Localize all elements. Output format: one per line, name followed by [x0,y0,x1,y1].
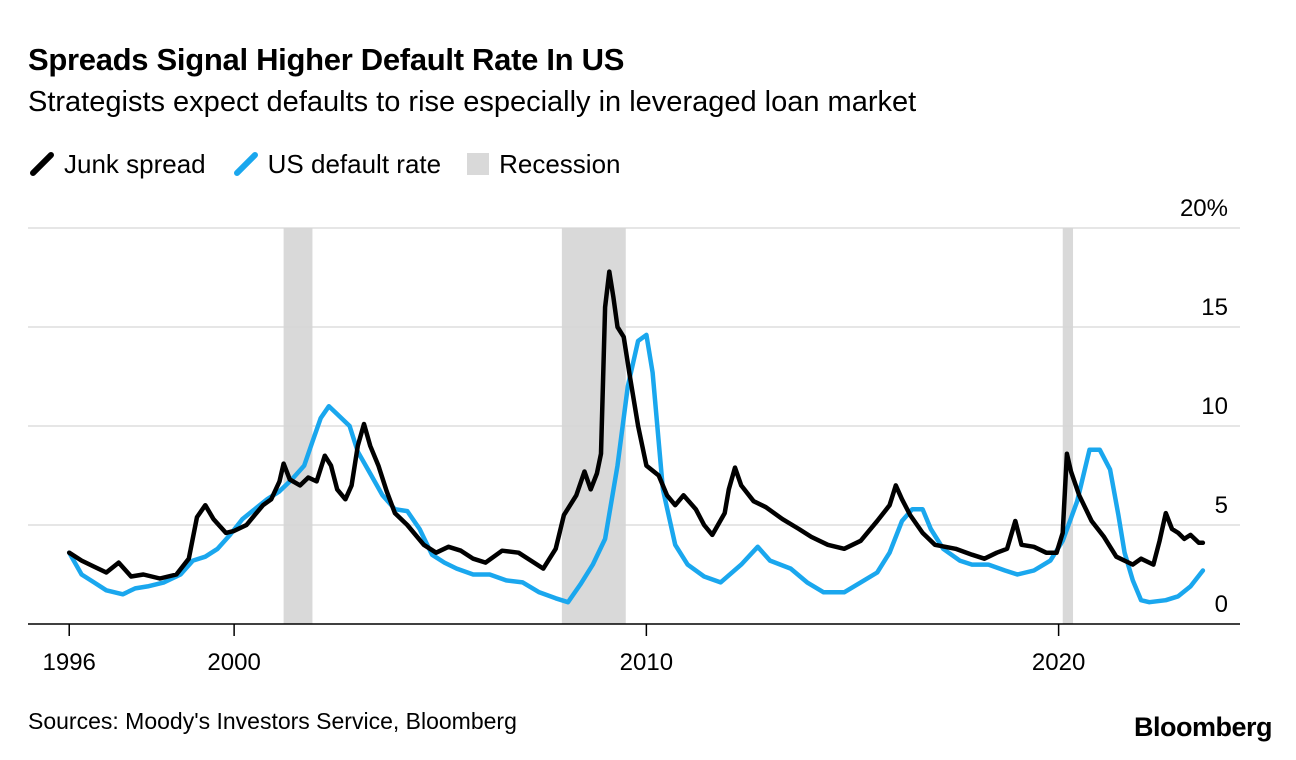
line-swatch-icon [233,152,258,176]
series-line-us-default-rate [66,332,1206,605]
legend-item-recession: Recession [467,148,621,180]
legend-label: Junk spread [64,148,206,179]
y-tick-label-1: 5 [1215,492,1228,519]
y-tick-label-0: 0 [1215,591,1228,618]
x-tick-label-1: 2000 [207,649,260,676]
x-tick-label-0: 1996 [43,649,96,676]
legend-label: Recession [499,148,621,179]
chart-title: Spreads Signal Higher Default Rate In US [28,42,625,77]
y-tick-label-2: 10 [1201,393,1228,420]
x-tick-label-2: 2010 [620,649,673,676]
source-note: Sources: Moody's Investors Service, Bloo… [28,708,517,734]
y-tick-label-3: 15 [1201,294,1228,321]
chart-subtitle: Strategists expect defaults to rise espe… [28,86,917,118]
legend-item-junk-spread: Junk spread [28,149,206,180]
line-swatch-icon [30,152,54,176]
x-tick-label-3: 2020 [1032,649,1085,676]
legend-item-default-rate: US default rate [232,149,441,180]
rect-swatch-icon [467,153,490,175]
legend-label: US default rate [267,148,442,179]
series-line-junk-spread [66,269,1206,581]
y-tick-label-4: 20% [1180,195,1228,222]
legend: Junk spread US default rate Recession [28,148,647,180]
bloomberg-logo: Bloomberg [1133,712,1273,742]
